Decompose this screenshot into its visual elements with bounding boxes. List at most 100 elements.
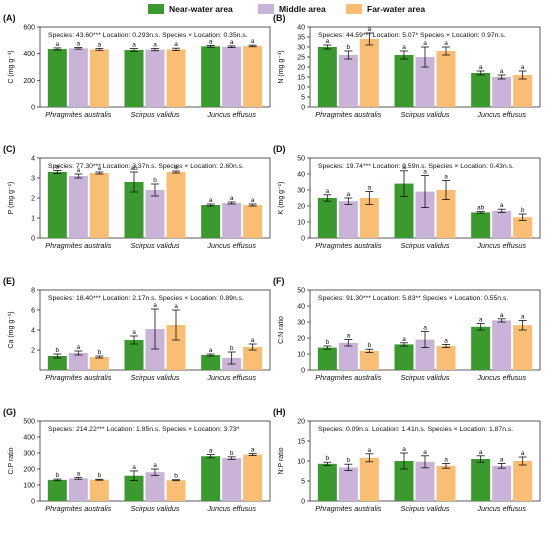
panel-h-category-label: Scirpus validus: [400, 504, 449, 513]
panel-e-bar: [201, 355, 221, 370]
panel-e-bar: [89, 357, 109, 370]
panel-a-ytick-label: 600: [23, 25, 35, 32]
panel-g-label: (G): [3, 407, 16, 417]
panel-h-sig-letter: a: [368, 447, 372, 454]
panel-d-bar: [471, 212, 491, 238]
legend-swatch-near-water: [148, 4, 164, 14]
panel-g-stats: Species: 214.22*** Location: 1.85n.s. Sp…: [48, 426, 240, 433]
panel-b-ylabel: N (mg g⁻¹): [278, 50, 285, 83]
panel-g-bar: [68, 478, 88, 501]
panel-f-bar: [513, 325, 533, 370]
panel-f-category-label: Juncus effusus: [476, 373, 526, 382]
panel-f-bar: [317, 347, 337, 370]
panel-f-sig-letter: a: [479, 317, 483, 324]
panel-f-bar: [471, 326, 491, 370]
panel-f-sig-letter: a: [423, 325, 427, 332]
panel-b-bar: [317, 47, 337, 107]
panel-b-bar: [513, 75, 533, 107]
panel-e-sig-letter: a: [132, 329, 136, 336]
panel-e-ytick-label: 4: [31, 328, 35, 335]
panel-f-ytick-label: 10: [297, 352, 305, 359]
panel-e-sig-letter: b: [230, 345, 234, 352]
panel-c-category-label: Scirpus validus: [130, 241, 179, 250]
panel-b-label: (B): [273, 13, 286, 23]
panel-c-bar: [243, 205, 263, 238]
panel-f-bar: [415, 339, 435, 370]
panel-f-sig-letter: a: [444, 337, 448, 344]
panel-f-sig-letter: b: [326, 339, 330, 346]
panel-h-category-label: Phragmites australis: [315, 504, 381, 513]
panel-b-bar: [394, 55, 414, 107]
panel-h-bar: [338, 467, 358, 501]
panel-e-bar: [124, 340, 144, 370]
panel-b-bar: [436, 51, 456, 107]
panel-h-label: (H): [273, 407, 286, 417]
panel-b-bar: [471, 73, 491, 107]
panel-h-ytick-label: 20: [297, 419, 305, 426]
panel-b-category-label: Scirpus validus: [400, 110, 449, 119]
panel-c-sig-letter: a: [77, 167, 81, 174]
panel-d-sig-letter: a: [402, 164, 406, 171]
panel-b-stats: Species: 44.59*** Location: 5.07* Specie…: [318, 32, 506, 39]
panel-c-bar: [201, 205, 221, 238]
panel-b-sig-letter: a: [479, 64, 483, 71]
panel-e-sig-letter: a: [174, 303, 178, 310]
panel-b-ytick-label: 0: [301, 105, 305, 112]
panel-h-ytick-label: 15: [297, 439, 305, 446]
panel-e-category-label: Juncus effusus: [206, 373, 256, 382]
panel-c-sig-letter: ab: [130, 165, 138, 172]
panel-a-bar: [47, 49, 67, 107]
panel-f-bar: [394, 344, 414, 370]
panel-d-ylabel: K (mg g⁻¹): [278, 182, 285, 215]
panel-b-sig-letter: a: [521, 64, 525, 71]
panel-g-ytick-label: 200: [23, 467, 35, 474]
panel-f-bar: [492, 320, 512, 370]
panel-h-sig-letter: a: [479, 449, 483, 456]
panel-d-bar: [359, 198, 379, 238]
panel-h-bar: [415, 461, 435, 501]
panel-h-sig-letter: a: [521, 450, 525, 457]
panel-b-bar: [338, 55, 358, 107]
panel-e-stats: Species: 18.40*** Location: 2.17n.s. Spe…: [48, 295, 244, 302]
panel-h-ylabel: N:P ratio: [278, 447, 285, 474]
panel-d-sig-letter: b: [521, 207, 525, 214]
panel-h-bar: [394, 461, 414, 501]
panel-g-sig-letter: a: [251, 447, 255, 454]
panel-c-sig-letter: a: [251, 197, 255, 204]
panel-h-sig-letter: a: [500, 456, 504, 463]
panel-a-ytick-label: 400: [23, 51, 35, 58]
panel-b-category-label: Juncus effusus: [476, 110, 526, 119]
panel-b-sig-letter: b: [347, 44, 351, 51]
panel-h-sig-letter: a: [423, 449, 427, 456]
panel-a-ylabel: C (mg g⁻¹): [8, 50, 15, 83]
panel-b-ytick-label: 35: [297, 35, 305, 42]
panel-h-stats: Species: 0.09n.s. Location: 1.41n.s. Spe…: [318, 426, 513, 433]
panel-a-sig-letter: a: [98, 41, 102, 48]
panel-c-bar: [47, 172, 67, 238]
legend-item-far-water: Far-water area: [346, 2, 425, 16]
panel-h-sig-letter: a: [444, 456, 448, 463]
panel-a-sig-letter: a: [230, 39, 234, 46]
panel-b-sig-letter: a: [423, 40, 427, 47]
panel-g-ytick-label: 300: [23, 451, 35, 458]
panel-a-sig-letter: a: [132, 42, 136, 49]
panel-f-sig-letter: b: [368, 342, 372, 349]
panel-a-sig-letter: a: [209, 38, 213, 45]
legend: Near-water area Middle area Far-water ar…: [0, 2, 550, 18]
panel-f-ytick-label: 0: [301, 368, 305, 375]
panel-e-ytick-label: 8: [31, 288, 35, 295]
panel-g-sig-letter: b: [56, 472, 60, 479]
panel-h-ytick-label: 0: [301, 499, 305, 506]
panel-b-sig-letter: a: [368, 26, 372, 33]
panel-g-sig-letter: b: [230, 450, 234, 457]
panel-d-sig-letter: ab: [477, 205, 485, 212]
panel-c-sig-letter: a: [209, 197, 213, 204]
panel-g-sig-letter: a: [153, 462, 157, 469]
panel-d-ytick-label: 10: [297, 220, 305, 227]
panel-e-bar: [166, 325, 186, 370]
panel-c-sig-letter: a: [230, 195, 234, 202]
panel-a-sig-letter: a: [56, 41, 60, 48]
panel-a-ytick-label: 0: [31, 105, 35, 112]
panel-h-bar: [436, 465, 456, 501]
panel-a-bar: [124, 49, 144, 107]
